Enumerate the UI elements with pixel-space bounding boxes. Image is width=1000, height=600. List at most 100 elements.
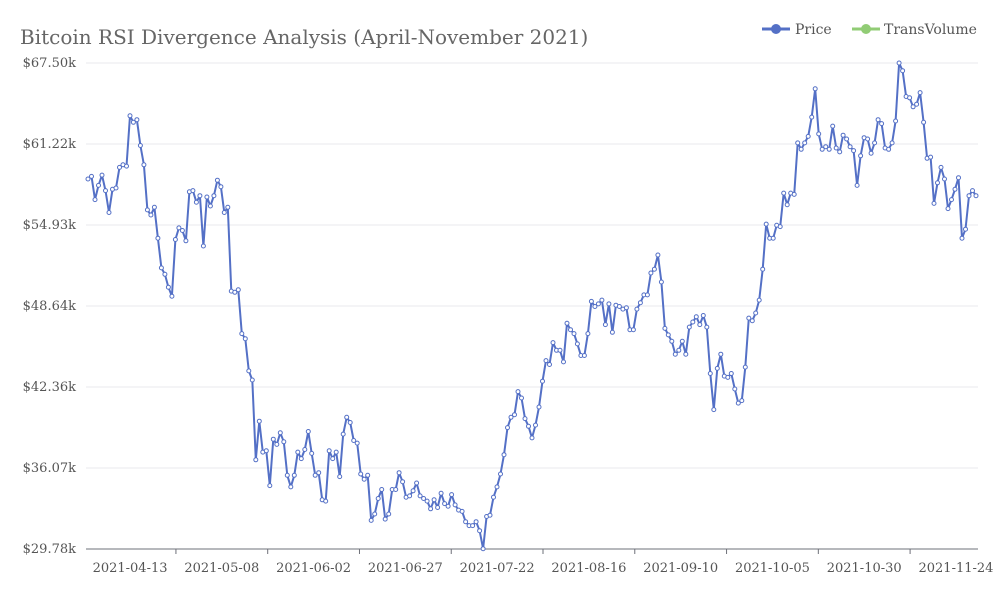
price-point[interactable] <box>291 472 297 478</box>
price-point[interactable] <box>242 336 248 342</box>
price-point[interactable] <box>221 210 227 215</box>
price-point[interactable] <box>714 365 720 371</box>
price-point[interactable] <box>711 407 717 413</box>
price-point[interactable] <box>533 422 538 428</box>
price-point[interactable] <box>477 528 483 534</box>
price-point[interactable] <box>543 358 549 364</box>
price-point[interactable] <box>498 471 503 477</box>
price-point[interactable] <box>323 498 329 504</box>
price-point[interactable] <box>141 162 147 168</box>
price-point[interactable] <box>480 546 486 552</box>
price-point[interactable] <box>183 238 189 244</box>
price-point[interactable] <box>117 164 122 170</box>
price-point[interactable] <box>151 204 157 210</box>
price-point[interactable] <box>893 118 899 124</box>
price-point[interactable] <box>718 351 724 357</box>
price-point[interactable] <box>333 449 339 455</box>
price-point[interactable] <box>232 289 238 295</box>
price-point[interactable] <box>679 338 685 344</box>
price-point[interactable] <box>92 197 98 203</box>
price-point[interactable] <box>312 472 318 478</box>
price-point[interactable] <box>536 404 542 410</box>
price-point[interactable] <box>540 378 545 384</box>
price-point[interactable] <box>130 119 136 125</box>
price-point[interactable] <box>372 511 378 517</box>
price-point[interactable] <box>900 68 906 74</box>
price-point[interactable] <box>749 318 755 324</box>
price-point[interactable] <box>602 322 608 328</box>
price-point[interactable] <box>823 144 829 150</box>
price-point[interactable] <box>442 501 448 507</box>
price-point[interactable] <box>938 164 944 170</box>
price-point[interactable] <box>728 371 734 376</box>
price-point[interactable] <box>704 324 710 330</box>
price-point[interactable] <box>651 266 657 272</box>
price-point[interactable] <box>494 484 500 490</box>
price-point[interactable] <box>568 327 573 333</box>
price-point[interactable] <box>805 133 811 139</box>
price-point[interactable] <box>508 414 514 420</box>
price-point[interactable] <box>833 145 839 151</box>
price-point[interactable] <box>470 523 476 529</box>
price-point[interactable] <box>351 438 357 443</box>
price-point[interactable] <box>155 235 161 241</box>
price-point[interactable] <box>672 351 678 357</box>
price-point[interactable] <box>942 176 947 182</box>
price-point[interactable] <box>337 474 343 480</box>
price-point[interactable] <box>309 450 315 456</box>
price-point[interactable] <box>662 325 668 331</box>
price-point[interactable] <box>256 418 262 424</box>
price-point[interactable] <box>700 313 706 318</box>
price-point[interactable] <box>868 150 874 156</box>
price-point[interactable] <box>851 148 857 154</box>
price-point[interactable] <box>263 448 269 454</box>
price-point[interactable] <box>547 362 552 367</box>
price-point[interactable] <box>134 117 140 123</box>
price-point[interactable] <box>676 347 682 353</box>
price-point[interactable] <box>571 331 577 337</box>
price-point[interactable] <box>193 199 199 205</box>
price-point[interactable] <box>361 476 367 482</box>
price-point[interactable] <box>211 193 217 199</box>
price-point[interactable] <box>445 503 451 509</box>
price-point[interactable] <box>396 470 402 476</box>
price-point[interactable] <box>298 456 304 462</box>
price-point[interactable] <box>550 340 556 346</box>
price-point[interactable] <box>791 191 797 197</box>
price-point[interactable] <box>288 484 294 490</box>
price-point[interactable] <box>592 304 598 309</box>
price-point[interactable] <box>96 182 101 188</box>
price-point[interactable] <box>886 146 892 152</box>
price-point[interactable] <box>781 190 787 196</box>
price-point[interactable] <box>735 400 741 406</box>
price-point[interactable] <box>921 119 927 125</box>
price-point[interactable] <box>386 511 392 517</box>
price-point[interactable] <box>179 228 185 233</box>
price-point[interactable] <box>305 429 311 434</box>
price-point[interactable] <box>144 207 150 213</box>
price-point[interactable] <box>473 519 479 525</box>
price-point[interactable] <box>732 386 738 392</box>
price-point[interactable] <box>204 194 210 200</box>
price-point[interactable] <box>417 493 423 499</box>
price-point[interactable] <box>896 60 902 66</box>
price-point[interactable] <box>595 301 601 307</box>
price-point[interactable] <box>658 279 664 285</box>
price-point[interactable] <box>249 377 255 383</box>
price-point[interactable] <box>281 439 287 445</box>
price-point[interactable] <box>316 470 322 476</box>
price-point[interactable] <box>826 146 832 152</box>
price-point[interactable] <box>302 447 308 452</box>
price-point[interactable] <box>949 197 954 203</box>
price-point[interactable] <box>609 329 615 335</box>
price-point[interactable] <box>812 86 818 92</box>
price-point[interactable] <box>963 226 968 232</box>
price-point[interactable] <box>113 185 119 191</box>
price-point[interactable] <box>756 297 762 303</box>
price-point[interactable] <box>574 341 580 347</box>
price-point[interactable] <box>564 320 570 326</box>
price-point[interactable] <box>235 287 241 293</box>
price-point[interactable] <box>365 472 371 478</box>
price-point[interactable] <box>931 200 937 206</box>
price-point[interactable] <box>162 271 168 277</box>
